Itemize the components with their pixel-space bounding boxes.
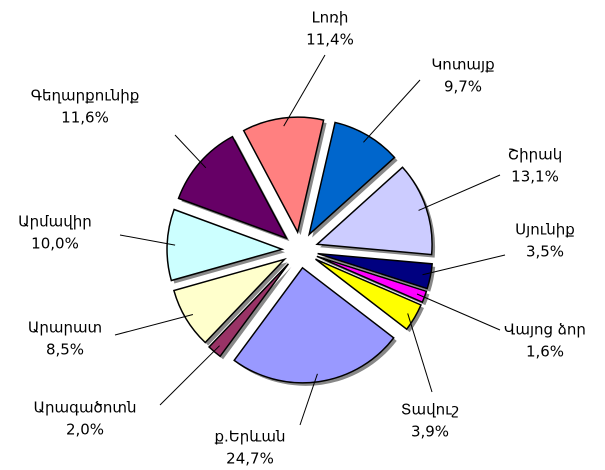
slice-label: Կոտայք bbox=[431, 56, 494, 74]
value-label: 24,7% bbox=[226, 450, 274, 468]
value-label: 10,0% bbox=[31, 235, 79, 253]
slice-label: ք.Երևան bbox=[214, 428, 285, 446]
slice bbox=[315, 258, 422, 331]
leader-line bbox=[159, 345, 220, 406]
value-label: 3,5% bbox=[526, 243, 564, 261]
leader-line bbox=[174, 134, 207, 169]
value-label: 2,0% bbox=[66, 421, 104, 439]
slice-label: Տավուշ bbox=[401, 401, 459, 419]
slice-label: Արարատ bbox=[28, 319, 102, 337]
slice bbox=[172, 257, 288, 344]
slice bbox=[242, 116, 325, 235]
leader-line bbox=[363, 79, 421, 143]
value-label: 11,6% bbox=[61, 109, 109, 127]
slice-label: Շիրակ bbox=[508, 146, 563, 164]
leader-line bbox=[422, 254, 506, 276]
slice bbox=[317, 252, 433, 290]
leader-line bbox=[283, 54, 326, 127]
slice-label: Սյունիք bbox=[515, 221, 575, 239]
slice bbox=[307, 121, 396, 237]
leader-line bbox=[299, 373, 318, 426]
value-label: 11,4% bbox=[306, 31, 354, 49]
slice-label: Արմավիր bbox=[18, 213, 92, 231]
leader-line bbox=[114, 314, 194, 336]
leader-line bbox=[407, 313, 433, 393]
slice bbox=[177, 135, 289, 240]
slice bbox=[315, 166, 433, 256]
value-label: 13,1% bbox=[511, 168, 559, 186]
slice-label: Վայոց ձոր bbox=[504, 321, 586, 339]
leader-line bbox=[418, 174, 501, 211]
slice-label: Լոռի bbox=[312, 9, 349, 27]
slice bbox=[207, 263, 290, 358]
value-label: 8,5% bbox=[46, 341, 84, 359]
slice bbox=[233, 266, 395, 384]
slice-label: Գեղարքունիք bbox=[31, 87, 140, 105]
value-label: 9,7% bbox=[444, 78, 482, 96]
leader-line bbox=[416, 293, 501, 331]
value-label: 3,9% bbox=[411, 423, 449, 441]
slice bbox=[166, 208, 285, 282]
slice-label: Արագածոտն bbox=[33, 399, 136, 417]
leader-line bbox=[119, 234, 176, 246]
value-label: 1,6% bbox=[526, 343, 564, 361]
